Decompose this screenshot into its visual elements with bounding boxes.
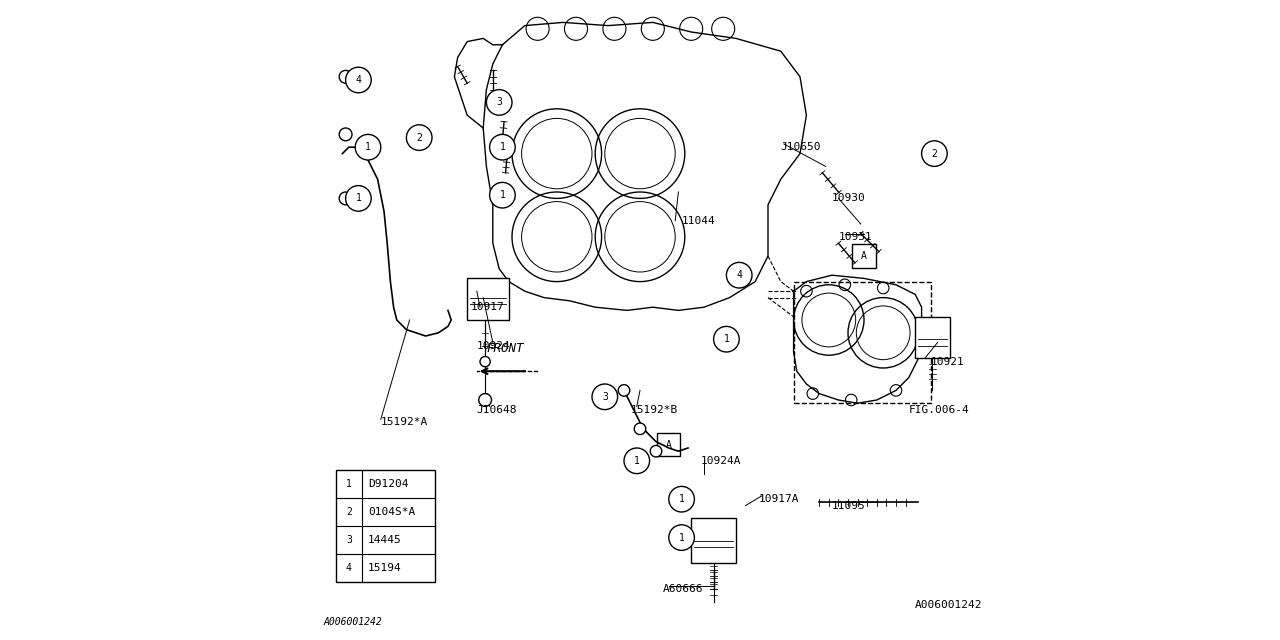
Text: A: A — [861, 251, 867, 261]
FancyBboxPatch shape — [658, 433, 681, 456]
Text: A006001242: A006001242 — [915, 600, 983, 610]
Circle shape — [346, 186, 371, 211]
Circle shape — [727, 262, 753, 288]
Text: FIG.006-4: FIG.006-4 — [909, 404, 969, 415]
Circle shape — [407, 125, 433, 150]
Text: 1: 1 — [723, 334, 730, 344]
Circle shape — [339, 128, 352, 141]
Text: 2: 2 — [416, 132, 422, 143]
Circle shape — [489, 134, 515, 160]
Circle shape — [480, 356, 490, 367]
Text: 4: 4 — [346, 563, 352, 573]
Text: 3: 3 — [346, 536, 352, 545]
Bar — [691, 518, 736, 563]
Text: J10648: J10648 — [477, 404, 517, 415]
Text: A60666: A60666 — [663, 584, 703, 594]
Text: 10917A: 10917A — [759, 494, 799, 504]
Text: 1: 1 — [356, 193, 361, 204]
Text: 2: 2 — [932, 148, 937, 159]
Text: A: A — [666, 440, 672, 450]
Text: 1: 1 — [499, 190, 506, 200]
Circle shape — [338, 530, 358, 550]
Text: 10924: 10924 — [477, 340, 511, 351]
Text: J10650: J10650 — [781, 142, 822, 152]
Circle shape — [625, 448, 649, 474]
Circle shape — [591, 384, 617, 410]
Text: 1: 1 — [634, 456, 640, 466]
Circle shape — [338, 502, 358, 523]
Circle shape — [635, 423, 646, 435]
Text: A006001242: A006001242 — [323, 617, 381, 627]
Text: 11044: 11044 — [681, 216, 716, 226]
Text: 15192*B: 15192*B — [630, 404, 677, 415]
Text: 2: 2 — [346, 508, 352, 517]
Text: 15192*A: 15192*A — [381, 417, 428, 428]
Circle shape — [668, 525, 694, 550]
Text: FRONT: FRONT — [486, 342, 525, 355]
Circle shape — [668, 486, 694, 512]
Text: D91204: D91204 — [369, 479, 408, 490]
Bar — [335, 470, 435, 582]
Text: 11095: 11095 — [832, 500, 865, 511]
Text: 10930: 10930 — [832, 193, 865, 204]
Text: 1: 1 — [678, 532, 685, 543]
Text: 3: 3 — [602, 392, 608, 402]
Bar — [915, 317, 951, 358]
Bar — [794, 282, 932, 403]
Text: 10931: 10931 — [838, 232, 872, 242]
Text: 15194: 15194 — [369, 563, 402, 573]
Text: 1: 1 — [346, 479, 352, 490]
Circle shape — [489, 182, 515, 208]
Text: 4: 4 — [356, 75, 361, 85]
Circle shape — [486, 90, 512, 115]
Text: 3: 3 — [497, 97, 502, 108]
Text: 4: 4 — [736, 270, 742, 280]
Circle shape — [650, 445, 662, 457]
Circle shape — [922, 141, 947, 166]
Text: 14445: 14445 — [369, 536, 402, 545]
Text: 0104S*A: 0104S*A — [369, 508, 415, 517]
Circle shape — [339, 70, 352, 83]
Text: 1: 1 — [499, 142, 506, 152]
Bar — [467, 278, 509, 320]
Circle shape — [338, 474, 358, 495]
Circle shape — [618, 385, 630, 396]
Circle shape — [356, 134, 381, 160]
Circle shape — [346, 67, 371, 93]
Circle shape — [714, 326, 740, 352]
Circle shape — [339, 192, 352, 205]
Text: 10917: 10917 — [471, 302, 504, 312]
Text: 1: 1 — [365, 142, 371, 152]
Circle shape — [338, 558, 358, 579]
Text: 1: 1 — [678, 494, 685, 504]
Text: 10921: 10921 — [932, 356, 965, 367]
Text: 10924A: 10924A — [701, 456, 741, 466]
Circle shape — [479, 394, 492, 406]
FancyBboxPatch shape — [852, 244, 876, 268]
